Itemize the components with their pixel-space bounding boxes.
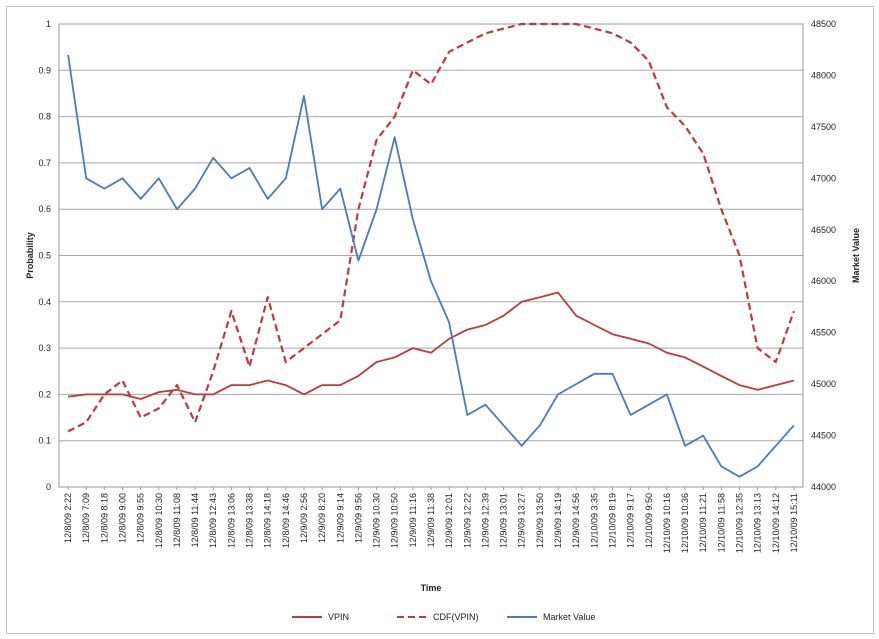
x-tick-label: 12/10/09 14:12 bbox=[771, 493, 781, 553]
y-tick-label: 0.9 bbox=[38, 65, 51, 75]
y2-axis-label: Market Value bbox=[851, 228, 861, 283]
x-tick-label: 12/8/09 13:06 bbox=[226, 493, 236, 548]
x-tick-label: 12/9/09 13:27 bbox=[517, 493, 527, 548]
x-tick-label: 12/9/09 14:19 bbox=[553, 493, 563, 548]
series-line-cdf-vpin bbox=[67, 22, 795, 433]
x-tick-label: 12/8/09 7:09 bbox=[81, 493, 91, 543]
x-tick-label: 12/9/09 12:22 bbox=[462, 493, 472, 548]
x-tick-label: 12/8/09 2:22 bbox=[63, 493, 73, 543]
x-tick-label: 12/10/09 11:58 bbox=[716, 493, 726, 552]
y-tick-label: 0.4 bbox=[38, 297, 51, 307]
x-tick-label: 12/8/09 8:18 bbox=[99, 493, 109, 543]
x-tick-label: 12/10/09 8:19 bbox=[607, 493, 617, 548]
y2-tick-label: 45000 bbox=[811, 379, 836, 389]
x-tick-label: 12/8/09 14:46 bbox=[281, 493, 291, 548]
x-tick-label: 12/8/09 14:18 bbox=[263, 493, 273, 548]
x-axis-label: Time bbox=[421, 583, 442, 593]
right-y-axis-ticks: 44000 44500 45000 45500 46000 46500 47000 47500… bbox=[811, 19, 836, 492]
x-tick-label: 12/9/09 9:14 bbox=[335, 493, 345, 543]
x-tick-label: 12/10/09 10:16 bbox=[662, 493, 672, 553]
y-tick-label: 0.5 bbox=[38, 251, 51, 261]
x-tick-label: 12/8/09 13:38 bbox=[245, 493, 255, 548]
x-tick-label: 12/9/09 14:56 bbox=[571, 493, 581, 548]
y-axis-label: Probability bbox=[25, 232, 35, 279]
left-y-axis-ticks: 0 0.1 0.2 0.3 0.4 0.5 0.6 0.7 0.8 0.9 1 bbox=[38, 19, 51, 492]
x-axis-ticks: 12/8/09 2:22 12/8/09 7:09 12/8/09 8:18 12/8… bbox=[63, 487, 799, 553]
y2-tick-label: 45500 bbox=[811, 328, 836, 338]
x-tick-label: 12/8/09 12:43 bbox=[208, 493, 218, 548]
y2-tick-label: 48000 bbox=[811, 70, 836, 80]
x-tick-label: 12/8/09 11:44 bbox=[190, 493, 200, 547]
x-tick-label: 12/9/09 10:50 bbox=[390, 493, 400, 548]
x-tick-label: 12/10/09 10:36 bbox=[680, 493, 690, 553]
x-tick-label: 12/10/09 12:35 bbox=[734, 493, 744, 553]
y2-tick-label: 46500 bbox=[811, 225, 836, 235]
x-tick-label: 12/8/09 11:08 bbox=[172, 493, 182, 547]
y-tick-label: 0.8 bbox=[38, 112, 51, 122]
chart-frame: 0 0.1 0.2 0.3 0.4 0.5 0.6 0.7 0.8 0.9 1 44000 44500… bbox=[6, 6, 874, 634]
y2-tick-label: 48500 bbox=[811, 19, 836, 29]
y-tick-label: 1 bbox=[46, 19, 51, 29]
x-tick-label: 12/9/09 13:50 bbox=[535, 493, 545, 548]
series-line-vpin bbox=[67, 291, 795, 400]
gridlines bbox=[59, 23, 803, 488]
x-tick-label: 12/9/09 12:39 bbox=[480, 493, 490, 548]
y2-tick-label: 47000 bbox=[811, 173, 836, 183]
x-tick-label: 12/8/09 9:55 bbox=[136, 493, 146, 543]
x-tick-label: 12/10/09 11:21 bbox=[698, 493, 708, 552]
x-tick-label: 12/10/09 3:35 bbox=[589, 493, 599, 548]
series-line-market-value bbox=[67, 54, 795, 478]
x-tick-label: 12/9/09 8:20 bbox=[317, 493, 327, 543]
x-tick-label: 12/9/09 11:16 bbox=[408, 493, 418, 547]
x-tick-label: 12/8/09 10:30 bbox=[154, 493, 164, 548]
legend-vpin-label: VPIN bbox=[328, 612, 349, 622]
legend: VPIN CDF(VPIN) Market Value bbox=[292, 612, 595, 622]
y-tick-label: 0 bbox=[46, 482, 51, 492]
x-tick-label: 12/9/09 10:30 bbox=[372, 493, 382, 548]
x-tick-label: 12/9/09 9:56 bbox=[353, 493, 363, 543]
y-tick-label: 0.3 bbox=[38, 343, 51, 353]
y2-tick-label: 44000 bbox=[811, 482, 836, 492]
x-tick-label: 12/8/09 9:00 bbox=[118, 493, 128, 543]
x-tick-label: 12/10/09 9:50 bbox=[644, 493, 654, 548]
y2-tick-label: 44500 bbox=[811, 431, 836, 441]
y-tick-label: 0.7 bbox=[38, 158, 51, 168]
x-tick-label: 12/10/09 15:11 bbox=[789, 493, 799, 552]
y2-tick-label: 46000 bbox=[811, 276, 836, 286]
y-tick-label: 0.2 bbox=[38, 389, 51, 399]
legend-cdf-vpin-label: CDF(VPIN) bbox=[433, 612, 479, 622]
y-tick-label: 0.6 bbox=[38, 204, 51, 214]
legend-market-value-label: Market Value bbox=[543, 612, 595, 622]
series-lines bbox=[67, 22, 795, 478]
x-tick-label: 12/9/09 12:01 bbox=[444, 493, 454, 548]
x-tick-label: 12/10/09 9:17 bbox=[626, 493, 636, 548]
chart-svg: 0 0.1 0.2 0.3 0.4 0.5 0.6 0.7 0.8 0.9 1 44000 44500… bbox=[25, 19, 861, 622]
x-tick-label: 12/10/09 13:13 bbox=[753, 493, 763, 553]
x-tick-label: 12/9/09 2:56 bbox=[299, 493, 309, 543]
y2-tick-label: 47500 bbox=[811, 122, 836, 132]
y-tick-label: 0.1 bbox=[38, 436, 51, 446]
x-tick-label: 12/9/09 13:01 bbox=[499, 493, 509, 548]
x-tick-label: 12/9/09 11:38 bbox=[426, 493, 436, 547]
